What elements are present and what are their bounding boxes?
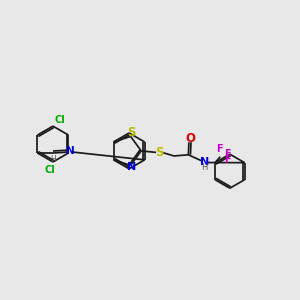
Text: N: N [128,162,137,172]
Text: H: H [201,164,208,172]
Text: Cl: Cl [45,165,55,175]
Text: S: S [127,126,136,139]
Text: H: H [50,155,56,164]
Text: F: F [216,144,222,154]
Text: F: F [224,155,231,165]
Text: F: F [224,149,231,159]
Text: S: S [155,146,163,159]
Text: N: N [200,157,209,167]
Text: N: N [66,146,75,157]
Text: Cl: Cl [54,115,65,124]
Text: O: O [185,132,195,145]
